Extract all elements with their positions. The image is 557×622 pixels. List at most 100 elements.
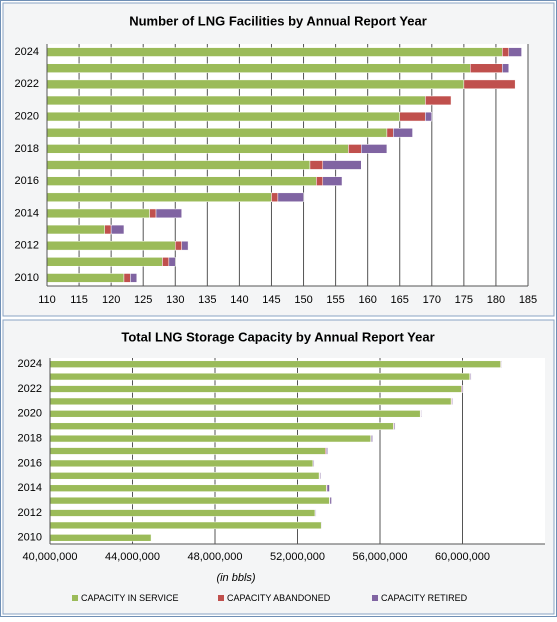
bar xyxy=(162,257,168,266)
y-tick-label: 2010 xyxy=(18,532,42,544)
x-tick-label: 40,000,000 xyxy=(22,551,77,563)
bar xyxy=(393,128,412,137)
bar xyxy=(470,64,502,73)
bar xyxy=(464,80,515,89)
bar xyxy=(394,423,395,430)
y-tick-label: 2024 xyxy=(15,46,39,58)
bar xyxy=(50,485,326,492)
bar xyxy=(175,241,181,250)
bar xyxy=(421,410,422,417)
x-tick-label: 135 xyxy=(198,294,216,306)
bar xyxy=(105,225,111,234)
legend-label: CAPACITY ABANDONED xyxy=(227,593,331,603)
bar xyxy=(501,361,502,368)
bar xyxy=(452,398,453,405)
x-tick-label: 145 xyxy=(262,294,280,306)
x-tick-label: 120 xyxy=(102,294,120,306)
bar xyxy=(156,209,182,218)
bar xyxy=(316,177,322,186)
bar xyxy=(47,225,105,234)
bar xyxy=(50,435,371,442)
bar xyxy=(50,361,501,368)
chart-title: Total LNG Storage Capacity by Annual Rep… xyxy=(121,329,434,344)
bar xyxy=(47,193,271,202)
x-tick-label: 110 xyxy=(38,294,56,306)
y-tick-label: 2020 xyxy=(15,111,39,123)
y-tick-label: 2022 xyxy=(15,78,39,90)
x-tick-label: 48,000,000 xyxy=(187,551,242,563)
legend-label: CAPACITY RETIRED xyxy=(381,593,468,603)
y-tick-label: 2012 xyxy=(18,507,42,519)
x-tick-label: 60,000,000 xyxy=(435,551,490,563)
bar xyxy=(50,448,325,455)
bar xyxy=(47,80,464,89)
bar xyxy=(50,510,315,517)
bar xyxy=(47,64,470,73)
bar xyxy=(50,534,151,541)
bar xyxy=(47,144,348,153)
bar xyxy=(315,510,316,517)
bar xyxy=(150,209,156,218)
bar xyxy=(502,64,508,73)
bar xyxy=(313,460,314,467)
x-tick-label: 170 xyxy=(423,294,441,306)
bar xyxy=(169,257,175,266)
bar xyxy=(124,273,130,282)
bar xyxy=(320,472,321,479)
x-tick-label: 150 xyxy=(294,294,312,306)
bar xyxy=(271,193,277,202)
bar xyxy=(509,48,522,57)
y-tick-label: 2020 xyxy=(18,408,42,420)
legend-swatch xyxy=(218,595,224,601)
bar xyxy=(462,386,463,393)
bar xyxy=(50,423,393,430)
x-tick-label: 52,000,000 xyxy=(270,551,325,563)
bar xyxy=(50,460,313,467)
bar xyxy=(348,144,361,153)
bar xyxy=(47,48,502,57)
bar xyxy=(310,161,323,170)
bar xyxy=(50,410,420,417)
bar xyxy=(50,522,321,529)
x-axis-label: (in bbls) xyxy=(216,572,255,584)
y-tick-label: 2012 xyxy=(15,240,39,252)
bar xyxy=(400,112,426,121)
bar xyxy=(50,398,451,405)
bar xyxy=(111,225,124,234)
bar xyxy=(182,241,188,250)
x-tick-label: 165 xyxy=(391,294,409,306)
x-tick-label: 125 xyxy=(134,294,152,306)
x-tick-label: 56,000,000 xyxy=(352,551,407,563)
bar xyxy=(50,373,470,380)
bar xyxy=(322,522,323,529)
bar xyxy=(47,273,124,282)
legend-swatch xyxy=(372,595,378,601)
bar xyxy=(470,373,471,380)
bar xyxy=(47,128,387,137)
x-tick-label: 160 xyxy=(358,294,376,306)
bar xyxy=(330,497,332,504)
y-tick-label: 2014 xyxy=(15,207,39,219)
bar xyxy=(50,472,319,479)
y-tick-label: 2010 xyxy=(15,272,39,284)
x-tick-label: 140 xyxy=(230,294,248,306)
y-tick-label: 2018 xyxy=(15,143,39,155)
bar xyxy=(323,177,342,186)
legend-label: CAPACITY IN SERVICE xyxy=(81,593,179,603)
bar xyxy=(387,128,393,137)
bar xyxy=(47,241,175,250)
bar xyxy=(47,161,310,170)
x-tick-label: 115 xyxy=(70,294,88,306)
bar xyxy=(47,257,162,266)
x-tick-label: 185 xyxy=(519,294,537,306)
bar xyxy=(425,96,451,105)
y-tick-label: 2018 xyxy=(18,433,42,445)
bar xyxy=(371,435,372,442)
y-tick-label: 2022 xyxy=(18,383,42,395)
bar xyxy=(47,112,400,121)
bar xyxy=(327,485,329,492)
bar xyxy=(326,448,327,455)
bar xyxy=(323,161,361,170)
bar xyxy=(47,96,425,105)
legend-swatch xyxy=(72,595,78,601)
